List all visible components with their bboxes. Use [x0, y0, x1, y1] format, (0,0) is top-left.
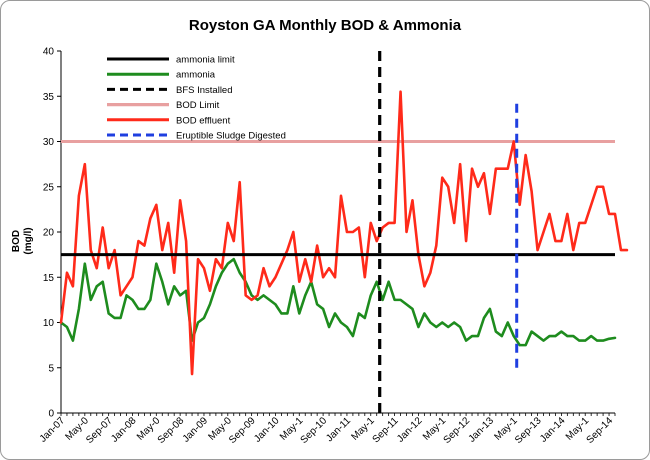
legend-label: Eruptible Sludge Digested — [176, 131, 286, 142]
chart-title: Royston GA Monthly BOD & Ammonia — [189, 17, 462, 34]
x-tick-label: Jan-08 — [109, 415, 139, 445]
x-tick-label: Jan-10 — [252, 415, 282, 445]
ammonia-series-line — [59, 257, 617, 347]
legend-label: ammonia limit — [176, 55, 235, 66]
y-axis-label-line-1: BOD — [11, 230, 22, 252]
plot-area: 0510152025303540Jan-07May-0Sep-07Jan-08M… — [38, 47, 629, 446]
legend-label: BOD Limit — [176, 100, 220, 111]
y-axis-label-line-2: (mg/l) — [23, 227, 34, 254]
x-tick-label: Sep-09 — [227, 415, 258, 446]
y-tick-label: 25 — [43, 182, 55, 193]
y-tick-label: 10 — [43, 318, 55, 329]
x-tick-label: Jan-12 — [395, 415, 425, 445]
y-tick-label: 40 — [43, 47, 55, 58]
x-tick-label: Sep-07 — [84, 415, 115, 446]
x-tick-label: Sep-08 — [156, 415, 187, 446]
x-tick-label: Jan-09 — [181, 415, 211, 445]
x-tick-label: Jan-13 — [467, 415, 497, 445]
x-tick-label: Sep-10 — [299, 415, 330, 446]
y-tick-label: 15 — [43, 273, 55, 284]
x-tick-label: Sep-14 — [585, 415, 616, 446]
bod-effluent-series-line — [59, 90, 629, 376]
legend: ammonia limit ammonia BFS Installed BOD Lim… — [107, 55, 286, 142]
legend-label: BFS Installed — [176, 85, 233, 96]
x-tick-label: Sep-11 — [371, 415, 401, 445]
legend-label: ammonia — [176, 70, 216, 81]
y-tick-label: 5 — [48, 363, 54, 374]
y-tick-label: 0 — [48, 409, 54, 420]
y-tick-label: 30 — [43, 137, 55, 148]
x-tick-label: Sep-12 — [442, 415, 473, 446]
legend-label: BOD effluent — [176, 115, 231, 126]
y-tick-label: 20 — [43, 228, 55, 239]
x-tick-label: Jan-14 — [538, 415, 568, 445]
x-tick-label: Sep-13 — [513, 415, 544, 446]
y-tick-label: 35 — [43, 92, 55, 103]
x-tick-label: Jan-11 — [324, 415, 353, 444]
